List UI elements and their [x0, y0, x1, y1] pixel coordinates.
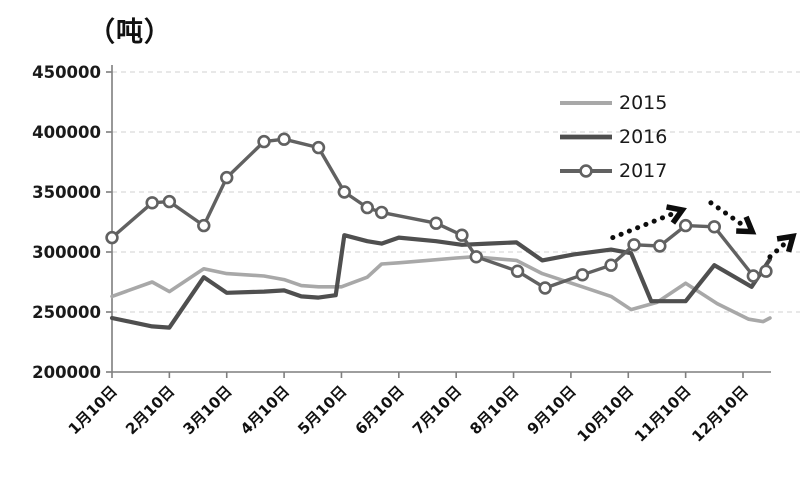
legend-item-2016: 2016	[558, 120, 667, 154]
trend-arrow-up-october-head	[665, 204, 687, 225]
data-point-marker-2017	[575, 268, 590, 282]
x-tick-label: 7月10日	[409, 382, 465, 438]
x-tick-label: 2月10日	[122, 382, 178, 438]
trend-arrow-up-year-end-head	[776, 233, 797, 253]
legend-item-2015: 2015	[558, 86, 667, 120]
data-point-marker-2017	[627, 238, 641, 252]
x-tick-label: 5月10日	[294, 382, 350, 438]
x-tick-label: 12月10日	[688, 382, 751, 445]
data-point-marker-2017	[277, 132, 291, 146]
data-point-marker-2017	[510, 264, 525, 278]
x-tick-label: 8月10日	[466, 382, 522, 438]
legend-item-2017: 2017	[558, 154, 667, 188]
data-point-marker-2017	[678, 218, 693, 233]
data-point-marker-2017	[374, 205, 389, 220]
series-2015-line	[110, 254, 772, 324]
data-point-marker-2017	[653, 239, 667, 253]
data-point-marker-2017	[220, 170, 234, 185]
y-tick-label: 450000	[32, 63, 101, 82]
legend-label-2015: 2015	[619, 92, 668, 114]
data-point-marker-2017	[162, 194, 177, 209]
legend-swatch-2015	[560, 100, 612, 106]
data-point-marker-2017	[759, 264, 773, 278]
legend-swatch-2016	[560, 134, 612, 140]
y-tick-label: 350000	[32, 183, 101, 202]
y-tick-label: 250000	[32, 303, 101, 322]
trend-arrow-up-october-shaft	[610, 210, 677, 241]
data-point-marker-2017	[360, 200, 374, 215]
data-point-marker-2017	[604, 258, 618, 272]
x-tick-label: 11月10日	[631, 382, 694, 445]
data-point-marker-2017	[337, 185, 352, 199]
data-point-marker-2017	[145, 196, 159, 210]
data-point-marker-2017	[429, 216, 443, 230]
series-2017-line	[110, 137, 768, 290]
series-2016-line	[109, 233, 773, 330]
legend-label-2016: 2016	[619, 126, 668, 148]
y-tick-label: 300000	[32, 243, 101, 262]
x-tick-label: 10月10日	[574, 382, 637, 445]
x-tick-label: 6月10日	[352, 382, 408, 438]
legend-swatch-2017	[560, 164, 612, 178]
data-point-marker-2017	[455, 228, 469, 242]
x-tick-label: 9月10日	[524, 382, 580, 438]
y-tick-label: 200000	[32, 363, 101, 382]
data-point-marker-2017	[707, 220, 722, 234]
x-tick-label: 3月10日	[179, 382, 235, 438]
legend-swatch-marker	[579, 164, 593, 178]
data-point-marker-2017	[197, 218, 211, 233]
y-axis-unit-label: （吨）	[88, 17, 172, 48]
data-point-marker-2017	[746, 269, 761, 283]
trend-arrow-up-year-end-shaft	[767, 239, 789, 260]
data-point-marker-2017	[311, 140, 326, 155]
data-point-marker-2017	[105, 230, 119, 245]
x-tick-label: 1月10日	[65, 382, 121, 438]
trend-arrow-down-december-shaft	[708, 200, 748, 229]
x-tick-label: 4月10日	[237, 382, 293, 438]
data-point-marker-2017	[257, 134, 271, 149]
chart-legend: 2015 2016 2017	[558, 86, 667, 188]
data-point-marker-2017	[538, 281, 552, 295]
legend-label-2017: 2017	[619, 160, 668, 182]
trend-arrow-down-december-head	[736, 215, 757, 235]
data-point-marker-2017	[469, 250, 483, 264]
y-tick-label: 400000	[32, 123, 101, 142]
